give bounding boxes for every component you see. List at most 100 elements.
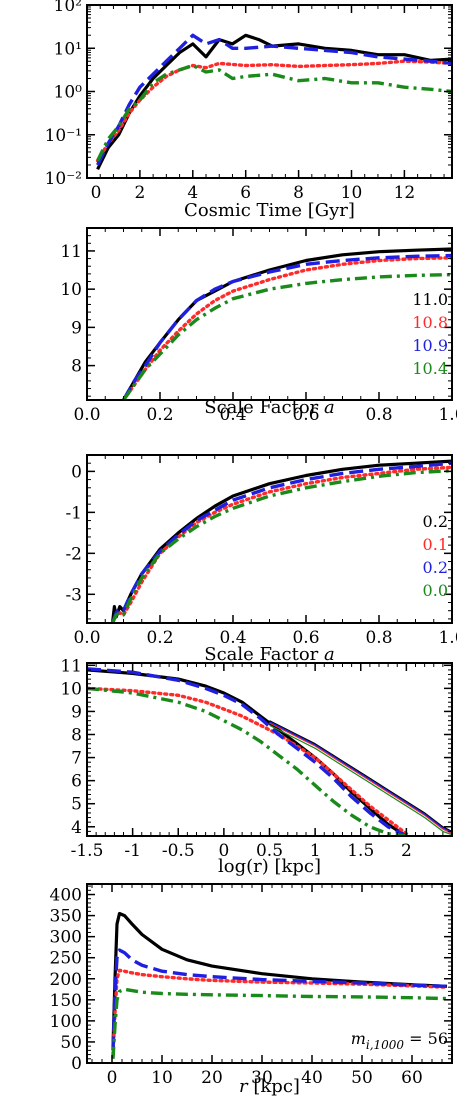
x-tick-label: -1	[124, 841, 141, 861]
axes-frame	[86, 883, 453, 1064]
annotation-blue: 0.2	[423, 558, 448, 577]
y-tick-label: 10⁻²	[45, 169, 82, 189]
x-tick-label: 0.5	[256, 841, 283, 861]
panel-1: 0 2 4 6 8 10 12 10² 10¹ 10⁰ 10⁻¹ 10⁻² Cosmic Time [G…	[45, 0, 453, 221]
y-tick-label: 9	[71, 702, 82, 722]
y-tick-label: 250	[50, 949, 82, 969]
x-tick-label: 50	[351, 1068, 373, 1088]
series-green-dashdot	[87, 686, 407, 836]
x-tick-label: 1.5	[347, 841, 374, 861]
x-tick-label: 0	[107, 1068, 118, 1088]
y-tick-label: 8	[71, 357, 82, 377]
x-tick-label: 0	[218, 841, 229, 861]
y-tick-label: 100	[50, 1012, 82, 1032]
series-green-dashdot	[111, 987, 448, 1059]
panel-3: 0.0 0.2 0.4 0.6 0.8 1.0 0 -1 -2 -3 Scale Factor a 0…	[65, 454, 457, 665]
y-tick-label: 0	[71, 462, 82, 482]
y-tick-label: -2	[65, 544, 82, 564]
x-tick-label: -0.5	[162, 841, 195, 861]
annotation-green: 0.0	[423, 581, 448, 600]
annotation-black: 0.2	[423, 512, 448, 531]
x-tick-label: 2	[134, 183, 145, 203]
x-axis-label: log(r) [kpc]	[218, 856, 321, 877]
y-tick-label: 50	[60, 1033, 82, 1053]
y-tick-label: 7	[71, 749, 82, 769]
y-tick-label: 400	[50, 886, 82, 906]
x-tick-label: 10	[341, 183, 363, 203]
series-blue-dashed	[111, 948, 448, 1051]
y-tick-label: 150	[50, 991, 82, 1011]
annotation-red: 0.1	[423, 535, 448, 554]
annotation-red: 10.8	[412, 313, 448, 332]
x-tick-label: 12	[394, 183, 416, 203]
y-tick-label: 10⁰	[54, 83, 83, 103]
series-red-thin	[269, 722, 452, 835]
x-tick-label: 0	[91, 183, 102, 203]
x-tick-label: 0.0	[73, 628, 100, 648]
y-tick-label: 0	[71, 1054, 82, 1074]
y-tick-label: 350	[50, 907, 82, 927]
series-black-solid	[87, 668, 408, 836]
y-tick-label: 5	[71, 795, 82, 815]
y-tick-label: 11	[60, 242, 82, 262]
annotation-black: 11.0	[412, 290, 448, 309]
series-red-dotted	[87, 686, 409, 836]
x-axis-label: Cosmic Time [Gyr]	[184, 200, 355, 221]
y-tick-label: 200	[50, 970, 82, 990]
series-black-solid	[96, 33, 452, 171]
y-tick-label: 10⁻¹	[45, 126, 82, 146]
x-tick-label: 60	[401, 1068, 423, 1088]
series-blue-dashed	[96, 33, 452, 166]
y-tick-label: 10	[60, 679, 82, 699]
x-axis-label: Scale Factor a	[204, 644, 335, 665]
y-tick-label: 4	[71, 818, 82, 838]
x-tick-label: 30	[251, 1068, 273, 1088]
x-tick-label: 0.8	[365, 628, 392, 648]
series-blue-dashed	[110, 461, 452, 623]
x-tick-label: 10	[151, 1068, 173, 1088]
x-tick-label: 1.0	[438, 405, 457, 425]
series-black-solid	[122, 247, 452, 400]
series-green-dashdot	[122, 272, 452, 400]
y-tick-label: 10	[60, 280, 82, 300]
x-tick-label: 0.8	[365, 405, 392, 425]
x-tick-label: 40	[301, 1068, 323, 1088]
series-blue-dashed	[87, 667, 408, 836]
annotation-blue: 10.9	[412, 336, 448, 355]
panel-2: 0.0 0.2 0.4 0.6 0.8 1.0 8 9 10 11 Scale Factor a 11…	[60, 227, 457, 425]
annotation-mass: mi,1000 = 56	[351, 1029, 448, 1052]
x-axis-label: r [kpc]	[239, 1076, 300, 1097]
axes-frame	[86, 454, 453, 624]
x-tick-label: -1.5	[71, 841, 104, 861]
x-axis-label: Scale Factor a	[204, 397, 335, 418]
x-tick-label: 6	[240, 183, 251, 203]
axes-frame	[86, 662, 453, 837]
x-tick-label: 0.2	[146, 405, 173, 425]
x-tick-label: 8	[293, 183, 304, 203]
series-green-thin	[269, 724, 452, 836]
x-tick-label: 0.0	[73, 405, 100, 425]
series-green-dashdot	[110, 468, 452, 623]
y-tick-label: 10²	[54, 0, 82, 16]
x-tick-label: 20	[201, 1068, 223, 1088]
x-tick-label: 0.2	[146, 628, 173, 648]
x-tick-label: 0.4	[219, 628, 246, 648]
x-tick-label: 0.6	[292, 405, 319, 425]
x-tick-label: 1	[310, 841, 321, 861]
series-red-dotted	[121, 256, 452, 400]
y-tick-label: 9	[71, 318, 82, 338]
panel-4: -1.5 -1 -0.5 0 0.5 1 1.5 2 4 5 6 7 8 9 10 11 log(r) [kpc…	[60, 656, 453, 877]
y-tick-label: -1	[65, 503, 82, 523]
y-tick-label: 300	[50, 928, 82, 948]
annotation-green: 10.4	[412, 359, 448, 378]
series-red-dotted	[95, 59, 452, 163]
x-tick-label: 0.6	[292, 628, 319, 648]
x-tick-label: 2	[401, 841, 412, 861]
series-blue-dashed	[122, 253, 452, 400]
y-tick-label: -3	[65, 585, 82, 605]
y-tick-label: 10¹	[54, 39, 82, 59]
series-black-thin	[269, 720, 452, 832]
series-green-dashdot	[96, 63, 452, 162]
